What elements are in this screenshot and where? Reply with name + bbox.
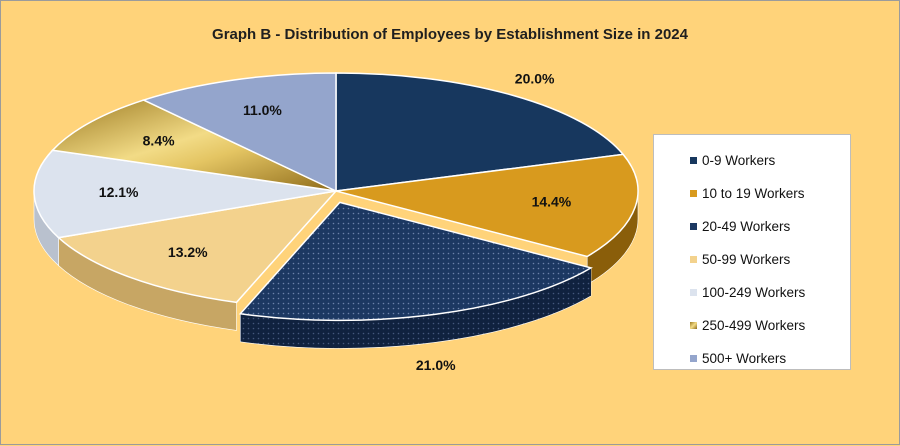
- legend-label: 250-499 Workers: [702, 318, 806, 333]
- chart-title: Graph B - Distribution of Employees by E…: [212, 26, 688, 43]
- pie-slice-100-249-workers: [33, 149, 337, 239]
- legend-label: 50-99 Workers: [702, 252, 791, 267]
- legend-label: 20-49 Workers: [702, 219, 791, 234]
- pie-slice-500-workers: [141, 72, 337, 193]
- legend-item-20-49-workers: 20-49 Workers: [690, 210, 850, 243]
- pie-slice-50-99-workers: [56, 189, 338, 304]
- legend-item-100-249-workers: 100-249 Workers: [690, 276, 850, 309]
- data-label-50-99-workers: 13.2%: [168, 244, 208, 260]
- pie-slice-10-to-19-workers: [335, 153, 639, 258]
- legend-swatch: [690, 190, 697, 197]
- pie-slice-20-49-workers: [238, 201, 593, 322]
- data-label-10-to-19-workers: 14.4%: [532, 193, 572, 209]
- legend-swatch: [690, 256, 697, 263]
- data-label-100-249-workers: 12.1%: [99, 184, 139, 200]
- data-label-20-49-workers: 21.0%: [416, 357, 456, 373]
- legend-swatch: [690, 223, 697, 230]
- data-label-0-9-workers: 20.0%: [515, 71, 555, 87]
- legend-label: 500+ Workers: [702, 351, 787, 366]
- pie-slices: [33, 72, 639, 322]
- data-label-250-499-workers: 8.4%: [143, 133, 175, 149]
- legend: 0-9 Workers 10 to 19 Workers 20-49 Workers…: [653, 134, 851, 370]
- legend-swatch: [690, 322, 697, 329]
- legend-item-10-to-19-workers: 10 to 19 Workers: [690, 177, 850, 210]
- legend-swatch: [690, 289, 697, 296]
- legend-item-0-9-workers: 0-9 Workers: [690, 144, 850, 177]
- pie-data-labels: 20.0% 14.4% 21.0% 13.2% 12.1% 8.4% 11.0%: [99, 71, 572, 373]
- legend-label: 10 to 19 Workers: [702, 186, 805, 201]
- legend-swatch: [690, 355, 697, 362]
- legend-label: 0-9 Workers: [702, 153, 776, 168]
- legend-label: 100-249 Workers: [702, 285, 806, 300]
- pie-slice-0-9-workers: [335, 72, 625, 192]
- legend-swatch: [690, 157, 697, 164]
- legend-item-50-99-workers: 50-99 Workers: [690, 243, 850, 276]
- legend-item-500-workers: 500+ Workers: [690, 342, 850, 375]
- legend-item-250-499-workers: 250-499 Workers: [690, 309, 850, 342]
- data-label-500-workers: 11.0%: [243, 102, 282, 118]
- pie-slice-250-499-workers: [51, 99, 337, 192]
